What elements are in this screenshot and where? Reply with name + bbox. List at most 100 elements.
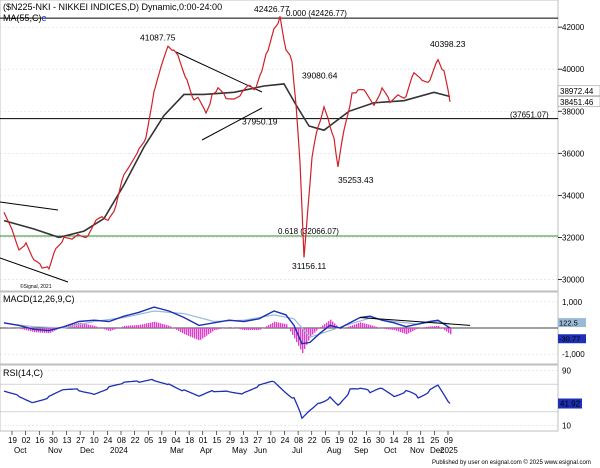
macd-hist-bar — [410, 328, 412, 333]
macd-hist-bar — [396, 328, 398, 331]
macd-hist-bar — [88, 324, 90, 328]
main-panel-frame — [0, 0, 559, 292]
x-month-label: Nov — [410, 446, 424, 455]
macd-hist-bar — [128, 325, 130, 328]
rsi-grid — [0, 370, 558, 426]
x-tick-label: 27 — [253, 436, 262, 445]
macd-hist-bar — [138, 324, 140, 328]
macd-hist-bar — [326, 322, 328, 328]
x-axis: 19 02 16 30 13 27 10 24 08 22 05 19 04 18 01 15 29 13 27 10… — [8, 431, 458, 455]
x-tick-label: 24 — [103, 436, 112, 445]
macd-hist-bar — [86, 324, 88, 328]
macd-hist-bar — [324, 324, 326, 328]
macd-hist-bar — [270, 323, 272, 328]
trend-line-left-bottom — [0, 257, 69, 283]
macd-hist-bar — [334, 323, 336, 328]
macd-divergence-line — [359, 317, 471, 326]
macd-hist-bar — [218, 328, 220, 330]
macd-hist-bar — [330, 319, 332, 328]
macd-hist-bar — [258, 328, 260, 331]
macd-hist-bar — [286, 324, 288, 328]
macd-hist-bar — [318, 328, 320, 329]
macd-hist-bar — [158, 322, 160, 328]
price-tag-label: 38972.44 — [560, 87, 594, 96]
x-month-label: Apr — [200, 446, 213, 455]
macd-value-tag — [558, 318, 586, 328]
macd-hist-bar — [272, 322, 274, 328]
macd-hist-bar — [146, 323, 148, 328]
reference-line-label: (37651.07) — [510, 111, 549, 120]
main-y-tick-label: 32000 — [562, 233, 585, 242]
macd-hist-bar — [102, 328, 104, 329]
annotation-label: 42426.77 — [254, 4, 290, 14]
macd-hist-bar — [426, 326, 428, 328]
main-grid — [0, 26, 558, 280]
macd-hist-bar — [228, 327, 230, 328]
main-y-tick-label: 38000 — [562, 107, 585, 116]
macd-hist-bar — [256, 328, 258, 331]
macd-hist-bar — [304, 328, 306, 349]
x-month-label: Aug — [327, 446, 341, 455]
macd-hist-bar — [332, 321, 334, 328]
macd-label: MACD(12,26,9,C) — [3, 294, 75, 304]
macd-hist-bar — [356, 323, 358, 328]
macd-hist-bar — [404, 328, 406, 334]
macd-hist-bar — [450, 328, 452, 335]
macd-hist-bar — [150, 322, 152, 328]
macd-hist-bar — [378, 327, 380, 328]
macd-hist-bar — [190, 328, 192, 337]
main-y-tick-label: 36000 — [562, 149, 585, 158]
macd-y-tick-label: 1,000 — [562, 298, 583, 307]
x-tick-label: 08 — [117, 436, 126, 445]
macd-hist-bar — [268, 325, 270, 328]
macd-hist-bar — [160, 323, 162, 328]
macd-hist-bar — [254, 328, 256, 331]
macd-hist-bar — [238, 328, 240, 329]
macd-hist-bar — [438, 325, 440, 328]
macd-hist-bar — [382, 328, 384, 329]
macd-hist-bar — [266, 326, 268, 328]
macd-hist-bar — [392, 328, 394, 330]
macd-hist-bar — [394, 328, 396, 331]
macd-hist-bar — [82, 323, 84, 328]
ma-label: MA(55,C)e — [3, 13, 47, 23]
x-tick-label: 22 — [308, 436, 317, 445]
macd-hist-bar — [362, 322, 364, 328]
macd-hist-bar — [252, 328, 254, 331]
macd-hist-bar — [430, 326, 432, 328]
macd-hist-bar — [156, 322, 158, 328]
rsi-value-label: 41.92 — [560, 400, 581, 409]
macd-hist-bar — [292, 328, 294, 335]
macd-value-label: 122.5 — [559, 319, 578, 328]
macd-hist-bar — [186, 328, 188, 336]
x-month-label: Dec — [430, 446, 444, 455]
x-tick-label: 19 — [8, 436, 17, 445]
macd-hist-bar — [446, 328, 448, 332]
macd-hist-bar — [242, 328, 244, 330]
x-tick-label: 14 — [390, 436, 399, 445]
main-y-axis: 30000 32000 34000 36000 38000 40000 42000 — [558, 23, 585, 284]
macd-hist-bar — [132, 325, 134, 328]
rsi-y-tick-label: 90 — [562, 366, 571, 375]
macd-hist-bar — [306, 328, 308, 345]
x-tick-label: 29 — [226, 436, 235, 445]
rsi-y-tick-label: 10 — [562, 422, 571, 431]
macd-hist-bar — [240, 328, 242, 330]
macd-hist-bar — [28, 328, 30, 331]
macd-hist-bar — [442, 328, 444, 329]
macd-hist-bar — [390, 328, 392, 330]
macd-hist-bar — [110, 328, 112, 331]
macd-hist-bar — [6, 327, 8, 328]
macd-hist-bar — [136, 325, 138, 328]
main-y-tick-label: 34000 — [562, 191, 585, 200]
macd-hist-bar — [302, 328, 304, 354]
macd-hist-bar — [198, 328, 200, 341]
macd-hist-bar — [352, 325, 354, 328]
macd-hist-bar — [98, 327, 100, 328]
rsi-line — [3, 378, 451, 420]
macd-hist-bar — [276, 322, 278, 328]
macd-hist-bar — [308, 328, 310, 341]
x-tick-label: 19 — [158, 436, 167, 445]
macd-hist-bar — [208, 328, 210, 335]
macd-hist-bar — [210, 328, 212, 333]
